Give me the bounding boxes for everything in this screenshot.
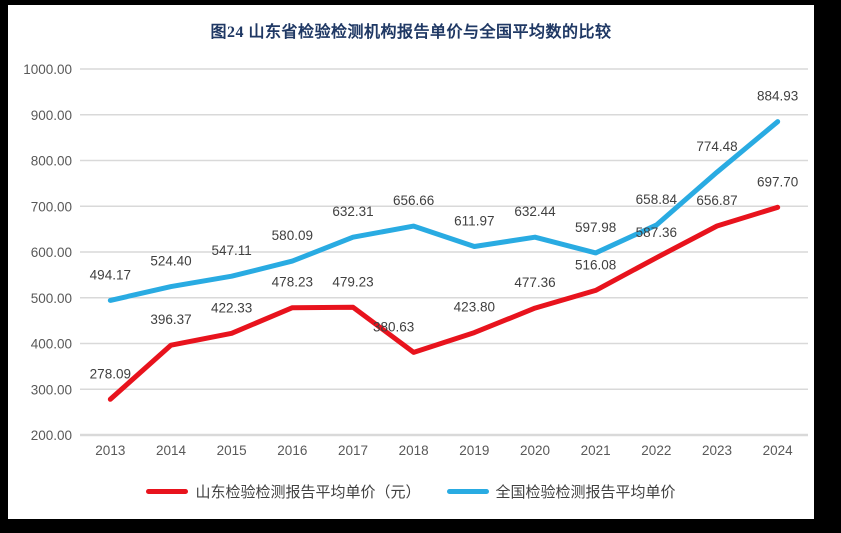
data-label: 422.33 (211, 300, 252, 315)
data-label: 632.44 (514, 204, 556, 219)
data-label: 774.48 (696, 139, 737, 154)
y-tick-label: 500.00 (31, 291, 72, 306)
data-label: 278.09 (90, 366, 131, 381)
x-tick-label: 2022 (641, 443, 671, 458)
data-label: 611.97 (454, 214, 494, 229)
y-tick-label: 300.00 (31, 382, 72, 397)
y-tick-label: 700.00 (31, 199, 72, 214)
data-label: 884.93 (757, 89, 798, 104)
x-tick-label: 2014 (156, 443, 187, 458)
x-tick-label: 2017 (338, 443, 368, 458)
y-tick-label: 1000.00 (23, 62, 72, 77)
chart-canvas: 图24 山东省检验检测机构报告单价与全国平均数的比较 200.00 300.00 4… (8, 5, 814, 519)
legend-item-shandong: 山东检验检测报告平均单价（元） (146, 481, 421, 502)
data-label: 477.36 (514, 275, 555, 290)
data-label: 587.36 (636, 225, 677, 240)
x-tick-label: 2020 (520, 443, 550, 458)
x-tick-label: 2023 (702, 443, 732, 458)
data-label: 396.37 (150, 312, 191, 327)
shandong-series-swatch (146, 489, 189, 494)
series-line-0 (107, 204, 781, 402)
national-series-swatch (446, 489, 489, 494)
data-label: 524.40 (150, 254, 191, 269)
data-label: 656.66 (393, 193, 434, 208)
chart-legend: 山东检验检测报告平均单价（元） 全国检验检测报告平均单价 (8, 481, 814, 502)
x-tick-label: 2024 (763, 443, 794, 458)
line-chart: 200.00 300.00 400.00 500.00 600.00 700.00 800.… (23, 62, 808, 458)
data-label: 580.09 (272, 228, 313, 243)
y-tick-label: 900.00 (31, 108, 72, 123)
x-tick-label: 2013 (95, 443, 125, 458)
data-label: 658.84 (636, 192, 678, 207)
y-tick-label: 400.00 (31, 337, 72, 352)
data-label: 697.70 (757, 174, 798, 189)
data-label: 494.17 (90, 267, 131, 282)
y-tick-label: 600.00 (31, 245, 72, 260)
data-label: 656.87 (696, 193, 737, 208)
x-tick-label: 2019 (459, 443, 489, 458)
x-tick-label: 2016 (277, 443, 307, 458)
legend-item-national: 全国检验检测报告平均单价 (446, 481, 676, 502)
y-tick-label: 800.00 (31, 154, 72, 169)
series-line-1 (107, 119, 781, 303)
shandong-series-label: 山东检验检测报告平均单价（元） (195, 484, 421, 501)
data-label: 423.80 (454, 300, 495, 315)
x-tick-label: 2018 (399, 443, 429, 458)
data-label: 380.63 (373, 319, 414, 334)
data-label: 632.31 (332, 204, 373, 219)
national-series-label: 全国检验检测报告平均单价 (495, 484, 676, 501)
data-label: 516.08 (575, 257, 616, 272)
y-tick-label: 200.00 (31, 428, 72, 443)
chart-title: 图24 山东省检验检测机构报告单价与全国平均数的比较 (210, 24, 612, 41)
data-label: 478.23 (272, 275, 313, 290)
x-tick-label: 2015 (217, 443, 247, 458)
data-label: 479.23 (332, 274, 373, 289)
x-tick-label: 2021 (581, 443, 611, 458)
data-label: 597.98 (575, 220, 616, 235)
data-label: 547.11 (212, 243, 252, 258)
